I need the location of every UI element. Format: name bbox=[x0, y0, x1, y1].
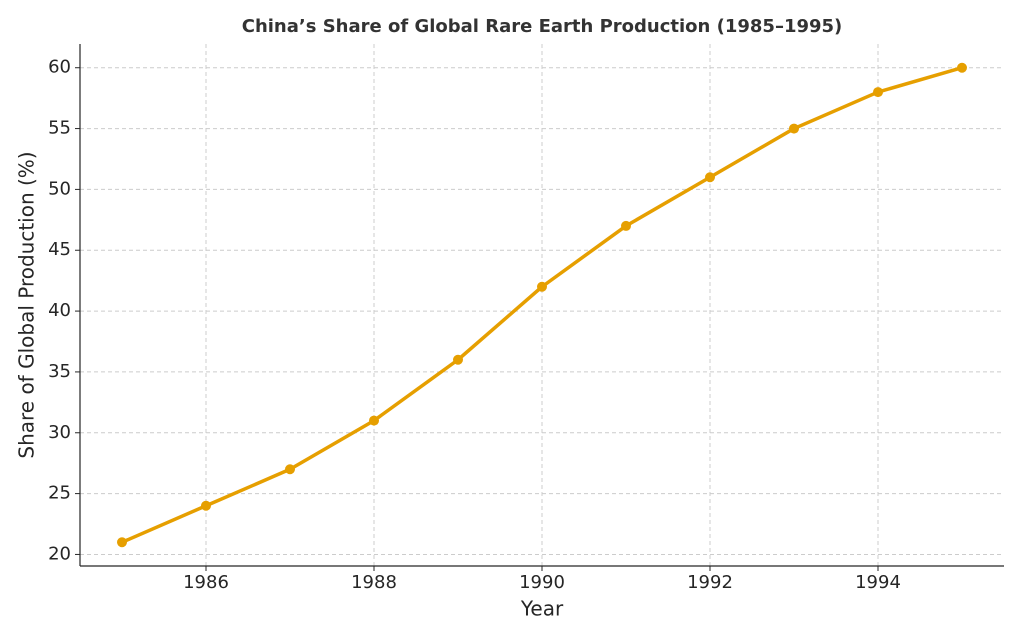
data-point bbox=[789, 123, 799, 134]
y-tick-label: 50 bbox=[48, 178, 71, 199]
data-point bbox=[621, 220, 631, 231]
x-axis-label: Year bbox=[520, 597, 564, 621]
data-point bbox=[873, 87, 883, 98]
y-tick-label: 45 bbox=[48, 239, 71, 260]
data-point bbox=[453, 354, 463, 365]
y-tick-label: 40 bbox=[48, 300, 71, 321]
y-tick-label: 20 bbox=[48, 543, 71, 564]
chart-title: China’s Share of Global Rare Earth Produ… bbox=[242, 16, 843, 37]
x-tick-label: 1990 bbox=[519, 572, 565, 593]
x-tick-label: 1986 bbox=[183, 572, 229, 593]
data-point bbox=[117, 537, 127, 548]
y-tick-label: 55 bbox=[48, 118, 71, 139]
y-tick-label: 60 bbox=[48, 57, 71, 78]
x-tick-label: 1994 bbox=[855, 572, 901, 593]
data-point bbox=[957, 62, 967, 73]
y-tick-label: 30 bbox=[48, 422, 71, 443]
x-tick-label: 1992 bbox=[687, 572, 733, 593]
data-point bbox=[705, 172, 715, 183]
data-point bbox=[369, 415, 379, 426]
data-point bbox=[201, 500, 211, 511]
data-point bbox=[537, 281, 547, 292]
x-tick-label: 1988 bbox=[351, 572, 397, 593]
data-point bbox=[285, 464, 295, 475]
y-tick-label: 35 bbox=[48, 361, 71, 382]
y-axis-label: Share of Global Production (%) bbox=[15, 151, 39, 458]
y-tick-label: 25 bbox=[48, 483, 71, 504]
